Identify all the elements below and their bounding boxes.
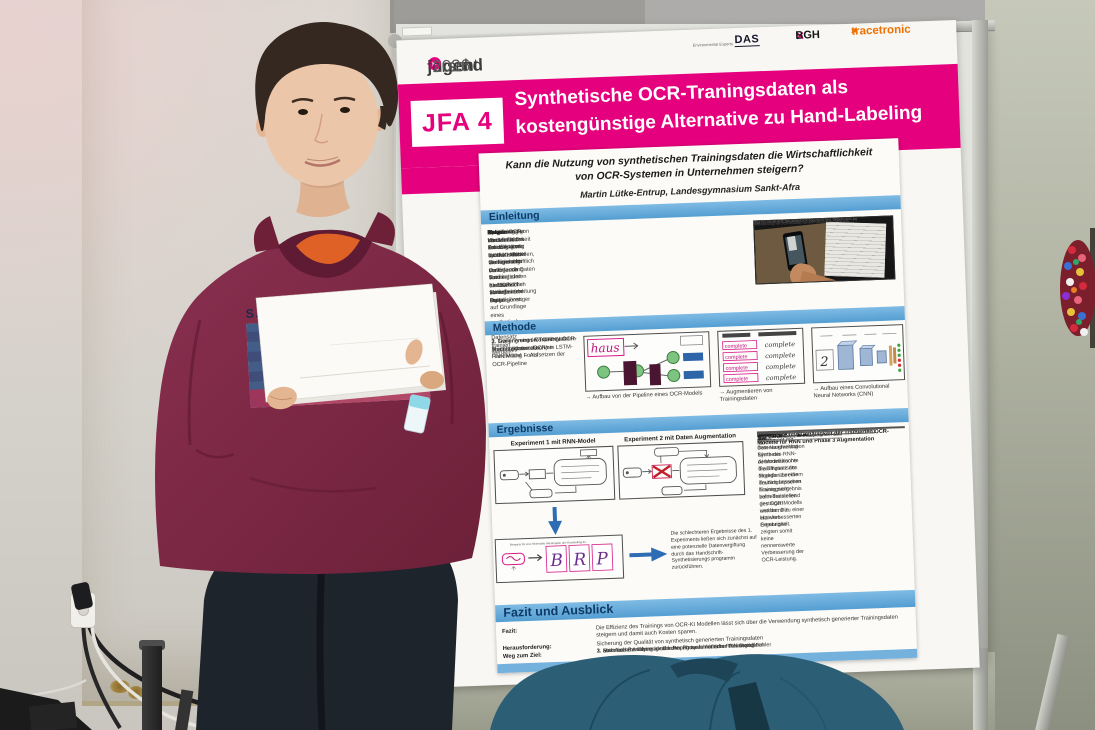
experiment2-diagram	[617, 441, 746, 500]
augmentation-row: complete complete	[722, 362, 796, 372]
jacket-on-chair	[490, 654, 904, 730]
diagram-caption: → Aufbau eines Convolutional Neural Netw…	[813, 383, 890, 400]
person-hair	[255, 22, 399, 132]
svg-text:complete: complete	[725, 365, 748, 372]
brp-diagram: Beispiele für eine fehlerhafte Wiedergab…	[494, 534, 625, 584]
svg-text:B: B	[549, 551, 563, 571]
einleitung-body: Thema: Steigerung der Wirtschaftlichkeit…	[481, 213, 904, 356]
whiteboard-leg	[973, 648, 988, 730]
nose	[314, 113, 329, 144]
papers	[255, 283, 446, 406]
hands	[267, 339, 444, 410]
name-badge	[403, 394, 431, 434]
svg-text:P: P	[595, 549, 609, 569]
svg-text:complete: complete	[765, 340, 796, 349]
diagram-caption: → Aufbau von der Pipeline eines OCR-Mode…	[585, 390, 703, 401]
augmentation-row: complete complete	[722, 340, 796, 350]
diagram-cnn: 2	[811, 324, 906, 384]
tripod-pole	[142, 646, 162, 730]
augmentation-row: complete complete	[723, 373, 797, 383]
beaded-decoration	[1060, 228, 1095, 348]
eyebrow	[333, 96, 356, 102]
svg-text:complete: complete	[765, 351, 796, 360]
sponsor-das: DAS	[734, 33, 760, 48]
results-text-column: Experiment 1: Bei dem ersten Experiment …	[756, 426, 905, 564]
diagram-ocr-pipeline: haus	[583, 331, 712, 392]
svg-text:R: R	[572, 550, 587, 570]
inner-sheet: Kann die Nutzung von synthetischen Train…	[478, 138, 918, 674]
mouth	[304, 158, 341, 167]
person: S.OLIVER CREATOR FOR DENIM	[155, 22, 486, 730]
pants	[196, 546, 458, 730]
eye	[340, 107, 350, 113]
arrow-right-icon	[629, 547, 668, 562]
intro-photo-figure: Texterkennung von OCR-Modellen auf dem S…	[753, 215, 896, 285]
diagram-digit: 2	[819, 355, 829, 370]
whiteboard-right-frame	[972, 20, 988, 668]
photo-document	[824, 221, 887, 278]
methode-body: 1. Generierung / Rendern von Trainingsda…	[485, 324, 908, 419]
wall-right	[985, 0, 1095, 730]
tripod-cap	[139, 640, 165, 650]
arrow-down-icon	[548, 506, 563, 535]
poster: jugend ▸ forscht 2026 Environmental Experts…	[396, 19, 980, 689]
person-head	[255, 22, 399, 186]
equipment-bag	[0, 688, 92, 730]
eyebrow	[291, 98, 314, 104]
rust-spot	[128, 686, 144, 699]
svg-text:complete: complete	[765, 362, 796, 371]
diagram-caption: → Augmentieren von Trainingsdaten	[719, 387, 773, 404]
svg-text:complete: complete	[726, 376, 749, 383]
ergebnisse-body: Experiment 1 mit RNN-Model Experiment 2 …	[489, 426, 915, 601]
note-text: Die schlechteren Ergebnisse des 1. Exper…	[670, 527, 757, 572]
hood-lining	[296, 233, 360, 264]
diagram-augmentation: complete complete complete complete comp…	[717, 327, 806, 387]
svg-text:complete: complete	[766, 373, 797, 382]
diagram-word-haus: haus	[590, 341, 619, 356]
augmentation-row: complete complete	[722, 351, 796, 361]
eye	[298, 109, 308, 115]
brp-caption: Beispiele für eine fehlerhafte Wiedergab…	[510, 540, 586, 547]
svg-text:complete: complete	[725, 343, 748, 350]
rust-spot	[110, 680, 130, 693]
experiment1-diagram	[493, 445, 616, 505]
svg-text:complete: complete	[725, 354, 748, 361]
sponsor-env-label: Environmental Experts	[692, 41, 733, 48]
